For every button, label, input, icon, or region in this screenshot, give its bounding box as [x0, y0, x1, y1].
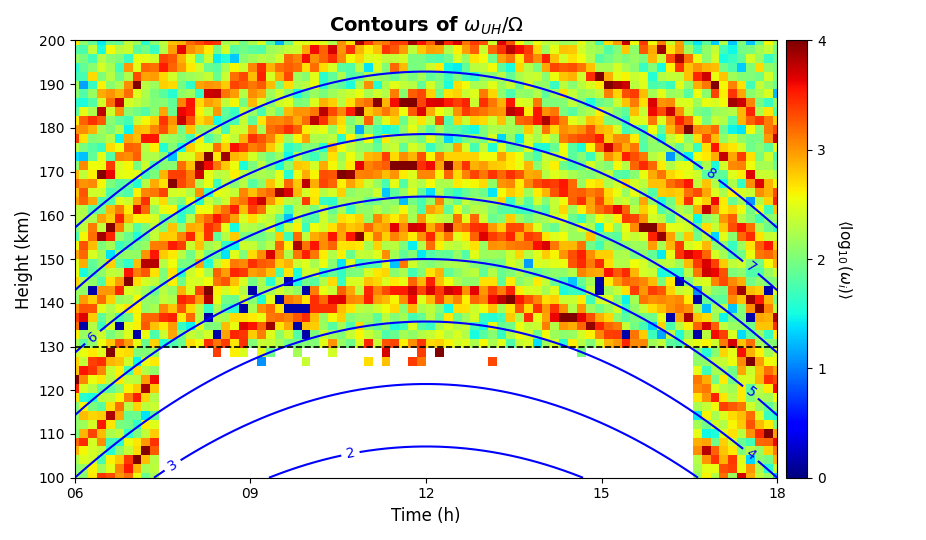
Text: 8: 8 — [703, 166, 719, 183]
Text: 4: 4 — [743, 447, 758, 463]
Text: 6: 6 — [85, 329, 100, 346]
Text: 2: 2 — [344, 446, 356, 461]
Text: 7: 7 — [743, 259, 758, 275]
Y-axis label: Height (km): Height (km) — [15, 210, 33, 308]
Y-axis label: $\langle\log_{10}(\omega_i)\rangle$: $\langle\log_{10}(\omega_i)\rangle$ — [835, 219, 854, 299]
Title: Contours of $\omega_{UH}/\Omega$: Contours of $\omega_{UH}/\Omega$ — [329, 15, 523, 37]
Text: 3: 3 — [165, 457, 180, 474]
X-axis label: Time (h): Time (h) — [392, 507, 461, 525]
Text: 5: 5 — [743, 384, 758, 401]
